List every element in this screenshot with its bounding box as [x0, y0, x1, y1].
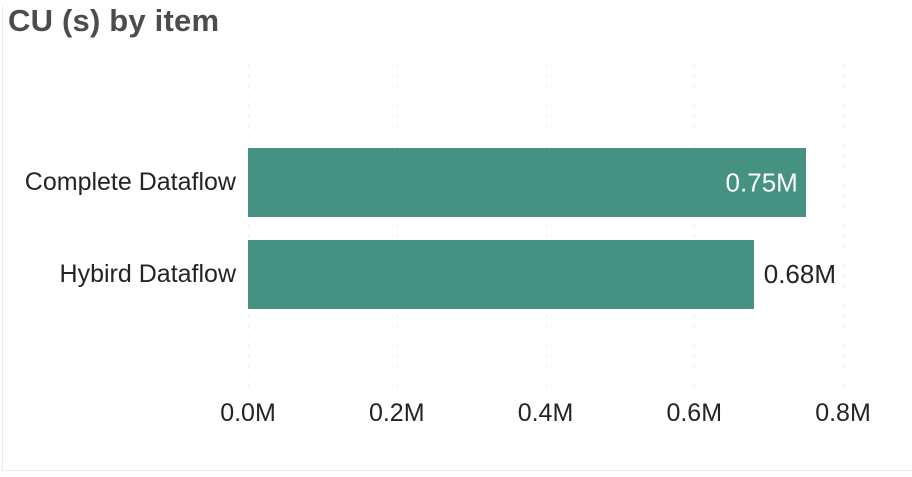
x-axis-tick-label: 0.6M — [666, 399, 723, 427]
gridline — [396, 65, 398, 390]
gridline — [843, 65, 844, 390]
data-label: 0.75M — [725, 167, 798, 197]
gridline — [545, 65, 547, 390]
data-label: 0.68M — [763, 259, 837, 289]
bar-complete-dataflow[interactable]: 0.75M — [248, 148, 806, 217]
card-border-left — [2, 6, 3, 471]
chart-title: CU (s) by item — [8, 3, 220, 38]
x-axis-tick-label: 0.4M — [517, 399, 574, 427]
x-axis-tick-label: 0.8M — [815, 399, 871, 427]
gridline — [248, 65, 249, 390]
category-label: Hybird Dataflow — [59, 260, 236, 288]
x-axis-tick-label: 0.0M — [220, 399, 276, 427]
category-label: Complete Dataflow — [24, 168, 236, 196]
plot-area: 0.75M 0.68M — [248, 65, 844, 390]
card-border-bottom — [2, 470, 912, 471]
gridline — [694, 65, 696, 390]
x-axis-tick-label: 0.2M — [368, 399, 425, 427]
bar-hybird-dataflow[interactable] — [248, 240, 754, 309]
